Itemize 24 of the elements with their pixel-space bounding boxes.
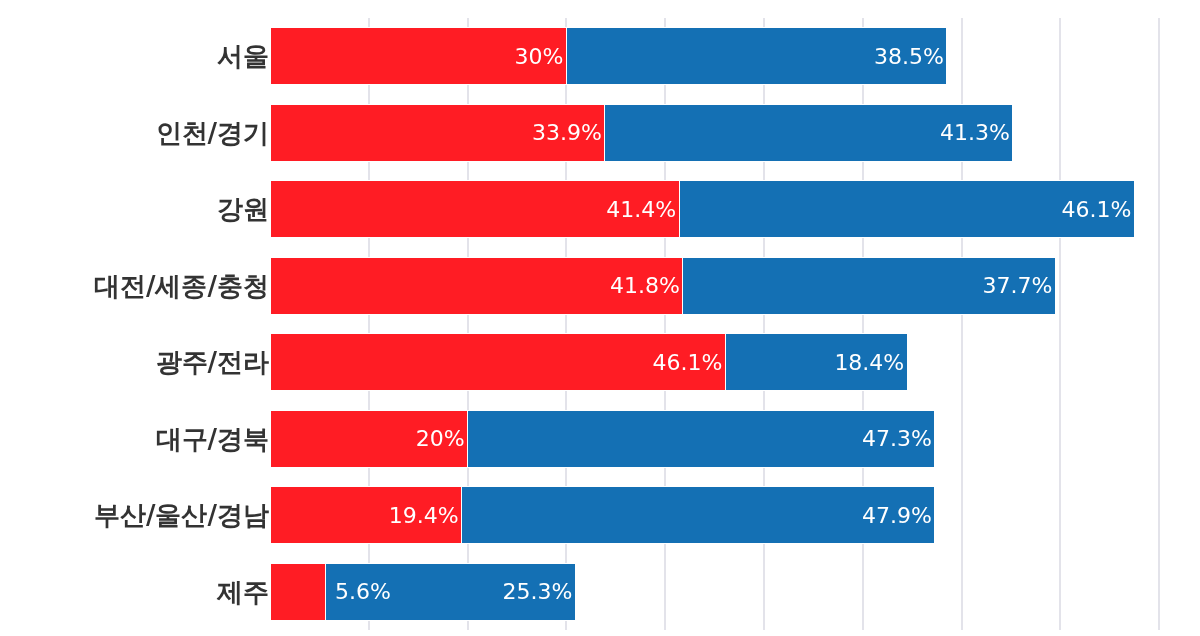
data-label: 38.5% [873, 43, 944, 69]
data-label: 25.3% [502, 579, 573, 605]
data-label: 37.7% [982, 273, 1053, 299]
data-label: 19.4% [388, 502, 459, 528]
data-label: 33.9% [532, 120, 602, 146]
y-tick-label: 부산/울산/경남 [94, 500, 269, 531]
y-tick-label: 인천/경기 [155, 117, 269, 148]
y-tick-label: 대구/경북 [155, 423, 269, 454]
y-tick-label: 제주 [216, 576, 269, 607]
y-tick-label: 서울 [217, 41, 269, 72]
y-tick-label: 광주/전라 [155, 347, 269, 378]
data-label: 18.4% [834, 349, 905, 375]
data-label: 46.1% [1061, 196, 1132, 222]
data-label: 41.3% [940, 120, 1010, 146]
y-tick-label: 강원 [217, 194, 269, 225]
data-label: 47.9% [862, 502, 932, 528]
data-label: 30% [514, 43, 564, 69]
data-label: 47.3% [862, 426, 932, 452]
data-label: 5.6% [335, 579, 391, 604]
data-label: 20% [415, 426, 465, 452]
y-tick-label: 대전/세종/충청 [94, 270, 269, 301]
data-label: 41.8% [610, 273, 680, 299]
data-label: 41.4% [606, 196, 677, 222]
data-label: 46.1% [652, 349, 723, 375]
